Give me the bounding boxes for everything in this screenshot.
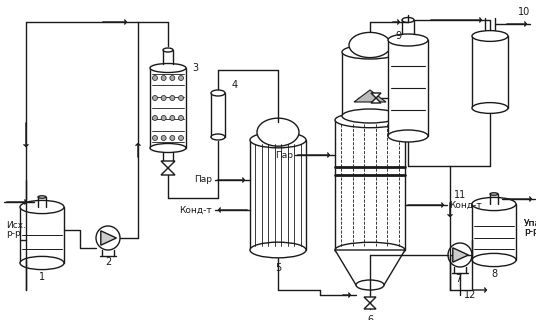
Text: Пар: Пар [275, 150, 293, 159]
Bar [335, 120, 405, 250]
Circle shape [178, 95, 183, 100]
Ellipse shape [38, 196, 46, 198]
Text: 2: 2 [105, 257, 111, 267]
Text: Конд-т: Конд-т [179, 205, 212, 214]
Polygon shape [354, 90, 386, 102]
Ellipse shape [211, 134, 225, 140]
Ellipse shape [490, 193, 498, 195]
Text: 7: 7 [455, 274, 461, 284]
Circle shape [161, 76, 166, 81]
Ellipse shape [163, 48, 173, 52]
Text: 5: 5 [275, 263, 281, 273]
Text: 8: 8 [491, 269, 497, 279]
Bar [20, 207, 64, 263]
Text: 6: 6 [367, 315, 373, 320]
Text: р-р: р-р [524, 228, 536, 236]
Text: Упар.: Упар. [524, 219, 536, 228]
Text: Упар.: Упар. [524, 219, 536, 228]
Text: р-р: р-р [6, 229, 21, 238]
Bar [342, 52, 398, 116]
Polygon shape [453, 248, 468, 262]
Text: 10: 10 [518, 7, 530, 17]
Polygon shape [335, 250, 405, 285]
Ellipse shape [342, 45, 398, 59]
Polygon shape [371, 98, 381, 103]
Circle shape [170, 116, 175, 121]
Ellipse shape [472, 103, 508, 113]
Circle shape [178, 135, 183, 140]
Circle shape [153, 116, 158, 121]
Polygon shape [371, 93, 381, 98]
Ellipse shape [335, 112, 405, 128]
Text: Пар: Пар [194, 175, 212, 185]
Text: 3: 3 [192, 63, 198, 73]
Ellipse shape [20, 256, 64, 269]
Text: 11: 11 [454, 190, 466, 200]
Circle shape [161, 116, 166, 121]
Ellipse shape [250, 242, 306, 258]
Ellipse shape [211, 90, 225, 96]
Ellipse shape [356, 280, 384, 290]
Ellipse shape [150, 143, 186, 153]
Circle shape [153, 76, 158, 81]
Text: 1: 1 [39, 272, 45, 282]
Bar [472, 204, 516, 260]
Text: 4: 4 [232, 80, 238, 90]
Circle shape [153, 95, 158, 100]
Ellipse shape [472, 253, 516, 267]
Bar [250, 140, 306, 250]
Ellipse shape [257, 118, 299, 146]
Polygon shape [364, 297, 376, 303]
Ellipse shape [349, 32, 391, 58]
Circle shape [178, 76, 183, 81]
Text: Исх.: Исх. [6, 221, 26, 230]
Ellipse shape [20, 200, 64, 214]
Polygon shape [161, 161, 175, 168]
Circle shape [161, 135, 166, 140]
Ellipse shape [402, 18, 414, 22]
Polygon shape [364, 303, 376, 309]
Text: 12: 12 [464, 290, 477, 300]
Text: 9: 9 [396, 31, 402, 41]
Circle shape [178, 116, 183, 121]
Circle shape [170, 76, 175, 81]
Text: Конд-т: Конд-т [449, 201, 482, 210]
Circle shape [96, 226, 120, 250]
Ellipse shape [472, 197, 516, 211]
Polygon shape [161, 168, 175, 175]
Circle shape [161, 95, 166, 100]
Ellipse shape [150, 63, 186, 73]
Circle shape [153, 135, 158, 140]
Text: р-р: р-р [524, 227, 536, 236]
Circle shape [170, 135, 175, 140]
Ellipse shape [388, 130, 428, 142]
Bar [150, 68, 186, 148]
Circle shape [170, 95, 175, 100]
Circle shape [448, 243, 472, 267]
Ellipse shape [335, 242, 405, 258]
Ellipse shape [342, 109, 398, 123]
Ellipse shape [472, 31, 508, 41]
Polygon shape [101, 231, 116, 245]
Ellipse shape [388, 34, 428, 46]
Bar [211, 93, 225, 137]
Bar [472, 36, 508, 108]
Ellipse shape [250, 132, 306, 148]
Bar [388, 40, 428, 136]
